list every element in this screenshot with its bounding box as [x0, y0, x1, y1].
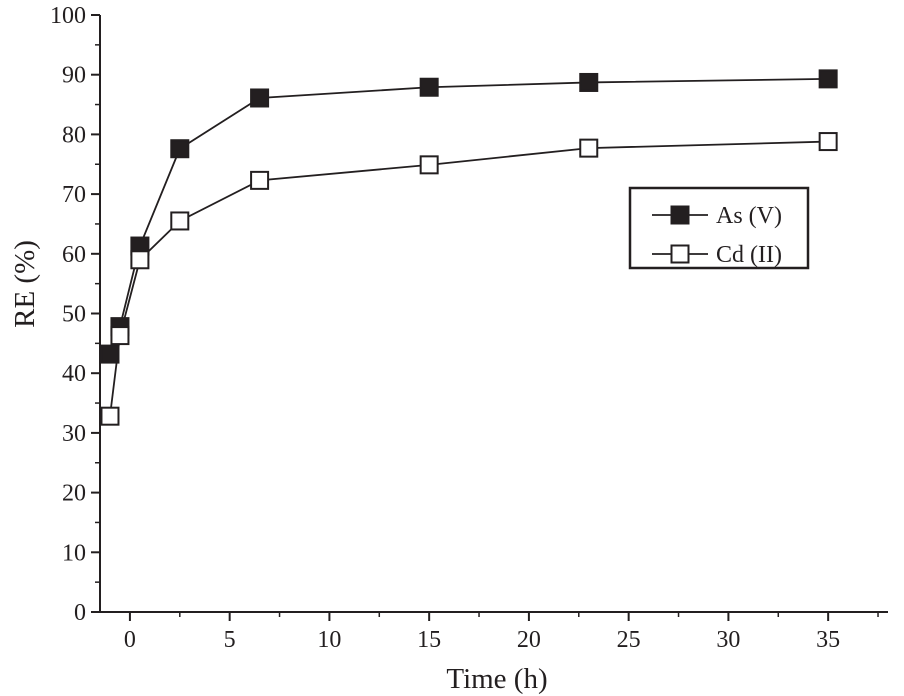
- x-tick-label: 25: [617, 627, 641, 653]
- series-line: [109, 140, 829, 417]
- legend: As (V) Cd (II): [628, 186, 810, 270]
- x-tick-label: 35: [816, 627, 840, 653]
- data-point: [100, 344, 120, 364]
- series-markers-cd-ii: [100, 132, 838, 426]
- data-point: [110, 326, 130, 346]
- series-line: [109, 77, 829, 355]
- y-axis-ticks: 0 10 20 30 40 50 60 70 80 90 100: [50, 3, 100, 626]
- data-point: [818, 132, 838, 152]
- data-point: [579, 72, 599, 92]
- x-axis-ticks: 0 5 10 15 20 25 30 35: [124, 612, 879, 653]
- y-tick-label: 70: [62, 182, 86, 208]
- data-point: [419, 77, 439, 97]
- legend-marker: [670, 244, 690, 264]
- data-point: [250, 88, 270, 108]
- y-tick-label: 0: [74, 600, 86, 626]
- x-tick-label: 0: [124, 627, 136, 653]
- y-axis-title: RE (%): [9, 240, 41, 328]
- y-tick-label: 30: [62, 421, 86, 447]
- y-tick-label: 50: [62, 302, 86, 328]
- data-point: [579, 138, 599, 158]
- y-tick-label: 100: [50, 3, 86, 29]
- data-point: [170, 139, 190, 159]
- plot-frame: [99, 15, 888, 613]
- y-tick-label: 20: [62, 481, 86, 507]
- data-point: [170, 211, 190, 231]
- data-point: [250, 170, 270, 190]
- series-cd-ii: [109, 140, 829, 417]
- y-tick-label: 90: [62, 63, 86, 89]
- data-point: [818, 69, 838, 89]
- y-tick-label: 60: [62, 242, 86, 268]
- legend-label: Cd (II): [716, 242, 782, 268]
- x-tick-label: 5: [224, 627, 236, 653]
- data-point: [100, 406, 120, 426]
- x-tick-label: 15: [417, 627, 441, 653]
- y-tick-label: 80: [62, 122, 86, 148]
- data-point: [130, 250, 150, 270]
- x-tick-label: 30: [716, 627, 740, 653]
- x-axis-title: Time (h): [446, 663, 547, 695]
- series-layer: [100, 69, 838, 426]
- y-tick-label: 10: [62, 540, 86, 566]
- legend-marker: [670, 205, 690, 225]
- x-tick-label: 10: [317, 627, 341, 653]
- x-tick-label: 20: [517, 627, 541, 653]
- data-point: [419, 155, 439, 175]
- legend-label: As (V): [716, 203, 782, 229]
- y-tick-label: 40: [62, 361, 86, 387]
- series-as-v: [109, 77, 829, 355]
